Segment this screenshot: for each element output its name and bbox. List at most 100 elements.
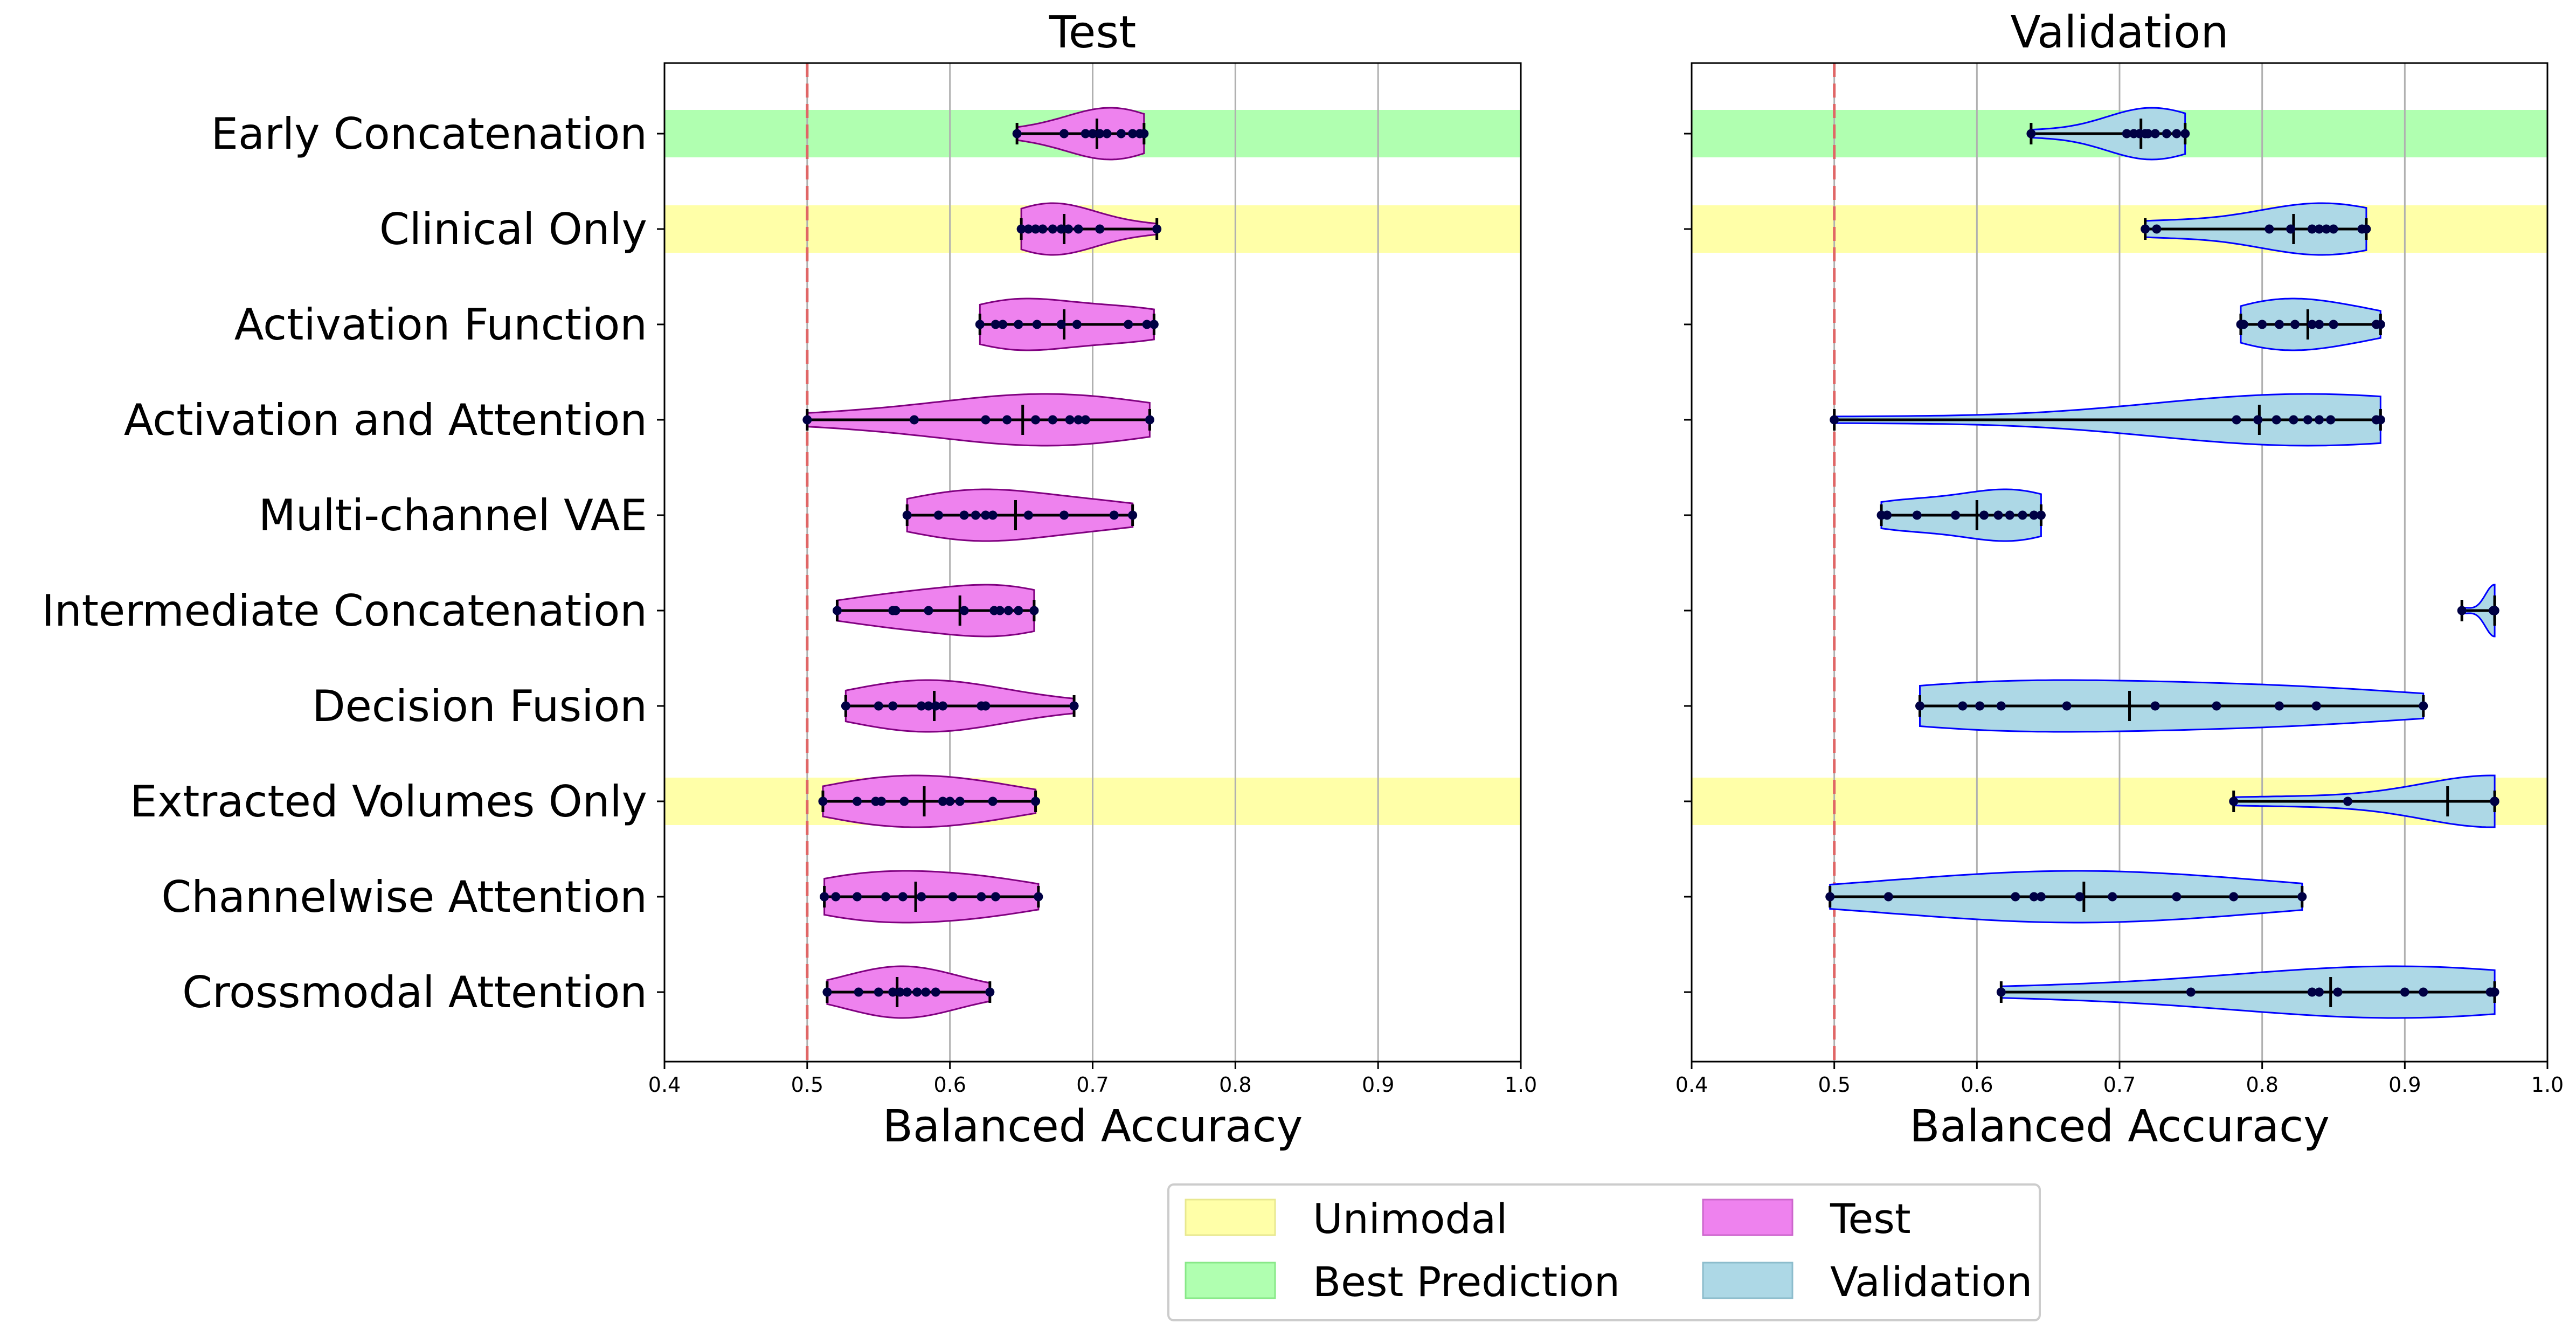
violin-series <box>1825 107 2499 1019</box>
data-point <box>2329 320 2338 329</box>
data-point <box>1081 129 1090 138</box>
data-point <box>2232 415 2241 425</box>
violin-early-concatenation <box>2026 107 2190 161</box>
data-point <box>2258 320 2267 329</box>
data-point <box>938 796 947 806</box>
violin-extracted-volumes-only <box>818 774 1041 828</box>
x-tick-label: 0.5 <box>791 1073 823 1097</box>
data-point <box>2322 224 2331 234</box>
data-point <box>853 796 862 806</box>
violin-series <box>802 107 1162 1019</box>
x-tick-label: 0.4 <box>1675 1073 1708 1097</box>
legend-label-validation: Validation <box>1830 1258 2032 1306</box>
data-point <box>2286 224 2296 234</box>
data-point <box>1116 129 1126 138</box>
x-tick-label: 0.9 <box>2388 1073 2421 1097</box>
legend-label-test: Test <box>1830 1195 1911 1243</box>
data-point <box>2303 415 2312 425</box>
violin-activation-and-attention <box>1830 393 2385 447</box>
data-point <box>917 701 926 711</box>
test-panel: 0.4 0.5 0.6 0.7 0.8 0.9 1.0 Early Concatenatio… <box>41 7 1537 1152</box>
data-point <box>945 796 955 806</box>
x-axis-label: Balanced Accuracy <box>1909 1101 2330 1152</box>
data-point <box>832 606 842 615</box>
data-point <box>2150 701 2160 711</box>
data-point <box>924 701 933 711</box>
data-point <box>959 510 969 520</box>
x-tick-label: 0.8 <box>2246 1073 2278 1097</box>
data-point <box>874 701 883 711</box>
data-point <box>2315 320 2324 329</box>
x-tick-label: 0.8 <box>1219 1073 1251 1097</box>
data-point <box>977 892 986 902</box>
data-point <box>2026 129 2036 138</box>
violin-decision-fusion <box>841 679 1079 733</box>
data-point <box>1031 415 1041 425</box>
data-point <box>1002 415 1012 425</box>
data-point <box>2297 892 2307 902</box>
category-label-activation-function: Activation Function <box>234 300 647 350</box>
data-point <box>2162 129 2171 138</box>
data-point <box>2274 320 2284 329</box>
data-point <box>831 892 841 902</box>
data-point <box>2141 224 2150 234</box>
data-point <box>2143 129 2153 138</box>
data-point <box>1145 415 1154 425</box>
data-point <box>975 320 985 329</box>
x-tick-label: 0.9 <box>1362 1073 1394 1097</box>
data-point <box>1031 224 1041 234</box>
data-point <box>2239 320 2248 329</box>
data-point <box>988 796 998 806</box>
data-point <box>971 510 980 520</box>
data-point <box>2005 510 2014 520</box>
x-tick-label: 1.0 <box>2531 1073 2564 1097</box>
data-point <box>2376 320 2385 329</box>
data-point <box>2272 415 2281 425</box>
data-point <box>2186 987 2196 997</box>
data-point <box>2108 892 2117 902</box>
data-point <box>1149 320 1159 329</box>
data-point <box>1883 892 1893 902</box>
data-point <box>2289 415 2298 425</box>
data-point <box>2311 701 2321 711</box>
data-point <box>1023 510 1033 520</box>
violin-crossmodal-attention <box>822 965 995 1019</box>
data-point <box>981 415 991 425</box>
data-point <box>991 320 1000 329</box>
data-point <box>2229 892 2239 902</box>
data-point <box>818 796 828 806</box>
data-point <box>1038 224 1048 234</box>
violin-activation-function <box>2236 297 2385 351</box>
data-point <box>2490 606 2499 615</box>
data-point <box>985 987 995 997</box>
data-point <box>1032 320 1042 329</box>
data-point <box>1056 320 1066 329</box>
data-point <box>955 796 965 806</box>
data-point <box>902 987 912 997</box>
panel-title: Validation <box>2011 7 2229 58</box>
data-point <box>2180 129 2190 138</box>
data-point <box>1034 892 1043 902</box>
data-point <box>2290 320 2300 329</box>
violin-extracted-volumes-only <box>2229 774 2499 828</box>
data-point <box>874 987 883 997</box>
data-point <box>1951 510 1961 520</box>
data-point <box>948 892 958 902</box>
legend-entry-validation: Validation <box>1702 1258 2032 1306</box>
data-point <box>841 701 850 711</box>
violin-multi-channel-vae <box>1876 488 2046 542</box>
data-point <box>1095 224 1105 234</box>
data-point <box>1003 606 1013 615</box>
data-point <box>1996 987 2006 997</box>
data-point <box>2326 415 2336 425</box>
category-labels: Early Concatenation Clinical Only Activati… <box>41 109 647 1017</box>
data-point <box>1063 224 1073 234</box>
data-point <box>902 510 912 520</box>
x-tick-label: 0.6 <box>933 1073 966 1097</box>
data-point <box>877 796 887 806</box>
violin-clinical-only <box>2141 202 2371 256</box>
x-tick-label: 0.7 <box>1076 1073 1109 1097</box>
y-tick-marks <box>1684 133 1692 993</box>
data-point <box>2172 129 2182 138</box>
